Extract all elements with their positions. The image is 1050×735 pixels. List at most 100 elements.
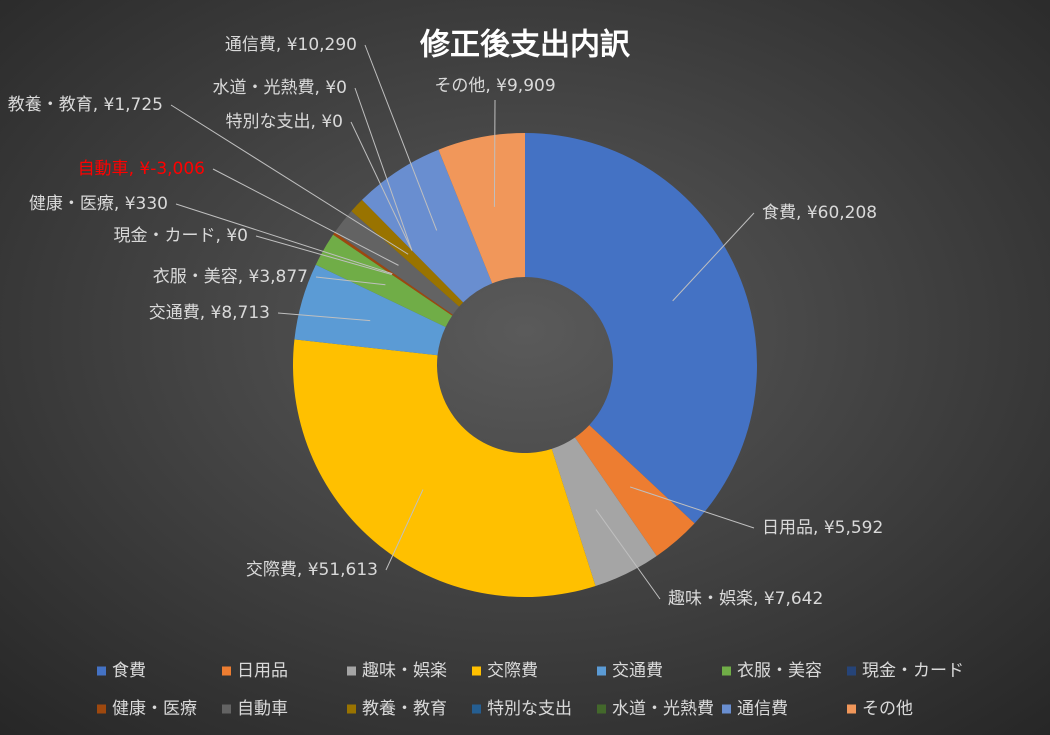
leader-line — [175, 203, 393, 275]
leader-line — [364, 44, 438, 231]
leader-line — [385, 489, 424, 571]
value-label: ¥51,613 — [308, 560, 378, 580]
legend-label: その他 — [862, 699, 913, 719]
donut-slice — [334, 211, 460, 315]
legend-swatch — [472, 704, 481, 714]
label-separator: , — [753, 589, 764, 609]
legend-label: 食費 — [112, 661, 146, 681]
label-category: 食費 — [762, 203, 796, 223]
data-label: 教養・教育, ¥1,725 — [8, 95, 163, 115]
value-label: ¥0 — [321, 112, 343, 132]
legend-swatch — [222, 666, 231, 676]
label-category: 健康・医療 — [29, 194, 114, 214]
label-category: 交際費 — [246, 560, 297, 580]
label-category: 自動車 — [78, 159, 129, 179]
donut-slice — [333, 232, 453, 316]
value-label: ¥1,725 — [104, 95, 163, 115]
data-label: 交通費, ¥8,713 — [149, 303, 270, 323]
donut-slice — [574, 425, 695, 556]
donut-slice — [294, 264, 446, 356]
label-separator: , — [276, 35, 287, 55]
data-label: 趣味・娯楽, ¥7,642 — [668, 589, 823, 609]
leader-line — [354, 87, 413, 251]
label-separator: , — [311, 112, 322, 132]
data-label: 特別な支出, ¥0 — [226, 112, 343, 132]
data-label: 衣服・美容, ¥3,877 — [153, 267, 308, 287]
value-label: ¥0 — [226, 226, 248, 246]
label-separator: , — [796, 203, 807, 223]
donut-slice — [292, 339, 596, 597]
legend-swatch — [222, 704, 231, 714]
label-separator: , — [315, 78, 326, 98]
chart-title: 修正後支出内訳 — [419, 28, 631, 63]
leader-line — [672, 212, 755, 302]
legend-label: 衣服・美容 — [737, 661, 822, 681]
label-separator: , — [238, 267, 249, 287]
data-label: 自動車, ¥-3,006 — [78, 159, 205, 179]
value-label: ¥5,592 — [824, 518, 883, 538]
legend-label: 現金・カード — [862, 661, 964, 681]
leader-line — [595, 509, 661, 600]
value-label: ¥10,290 — [287, 35, 357, 55]
value-label: ¥0 — [325, 78, 347, 98]
label-category: 水道・光熱費 — [213, 78, 315, 98]
data-label: 健康・医療, ¥330 — [29, 194, 168, 214]
legend-swatch — [347, 704, 356, 714]
label-separator: , — [114, 194, 125, 214]
legend-label: 水道・光熱費 — [612, 699, 714, 719]
leader-line — [277, 312, 371, 322]
label-separator: , — [200, 303, 211, 323]
legend-label: 交通費 — [612, 661, 663, 681]
legend-swatch — [97, 666, 106, 676]
donut-slice — [525, 133, 758, 524]
leader-line — [629, 486, 755, 529]
label-category: その他 — [434, 76, 485, 96]
value-label: ¥60,208 — [807, 203, 877, 223]
label-category: 衣服・美容 — [153, 267, 238, 287]
value-label: ¥-3,006 — [139, 159, 205, 179]
label-separator: , — [813, 518, 824, 538]
label-category: 現金・カード — [114, 226, 216, 246]
label-category: 特別な支出 — [226, 112, 311, 132]
leader-line — [212, 168, 399, 266]
label-separator: , — [93, 95, 104, 115]
leader-line — [315, 276, 386, 286]
label-separator: , — [129, 159, 140, 179]
legend-swatch — [472, 666, 481, 676]
legend-label: 特別な支出 — [487, 699, 572, 719]
label-category: 通信費 — [225, 35, 276, 55]
label-separator: , — [216, 226, 227, 246]
donut-slice — [551, 437, 657, 587]
donut-slice — [315, 234, 453, 327]
leader-line — [493, 99, 496, 207]
value-label: ¥3,877 — [249, 267, 308, 287]
data-label: その他, ¥9,909 — [434, 76, 555, 96]
legend-label: 教養・教育 — [362, 699, 447, 719]
legend-swatch — [97, 704, 106, 714]
label-category: 日用品 — [762, 518, 813, 538]
legend-swatch — [722, 704, 731, 714]
data-label: 水道・光熱費, ¥0 — [213, 78, 347, 98]
data-label: 通信費, ¥10,290 — [225, 35, 357, 55]
label-category: 教養・教育 — [8, 95, 93, 115]
value-label: ¥330 — [125, 194, 168, 214]
label-separator: , — [297, 560, 308, 580]
legend-label: 自動車 — [237, 699, 288, 719]
legend-swatch — [847, 666, 856, 676]
legend-swatch — [847, 704, 856, 714]
legend-swatch — [722, 666, 731, 676]
label-category: 趣味・娯楽 — [668, 589, 753, 609]
legend-label: 交際費 — [487, 661, 538, 681]
legend-label: 通信費 — [737, 699, 788, 719]
data-label: 現金・カード, ¥0 — [114, 226, 248, 246]
label-separator: , — [485, 76, 496, 96]
value-label: ¥9,909 — [496, 76, 555, 96]
data-label: 交際費, ¥51,613 — [246, 560, 378, 580]
legend-swatch — [597, 666, 606, 676]
legend-swatch — [597, 704, 606, 714]
leader-line — [170, 104, 409, 255]
leader-line — [255, 235, 392, 276]
legend-label: 健康・医療 — [112, 699, 197, 719]
